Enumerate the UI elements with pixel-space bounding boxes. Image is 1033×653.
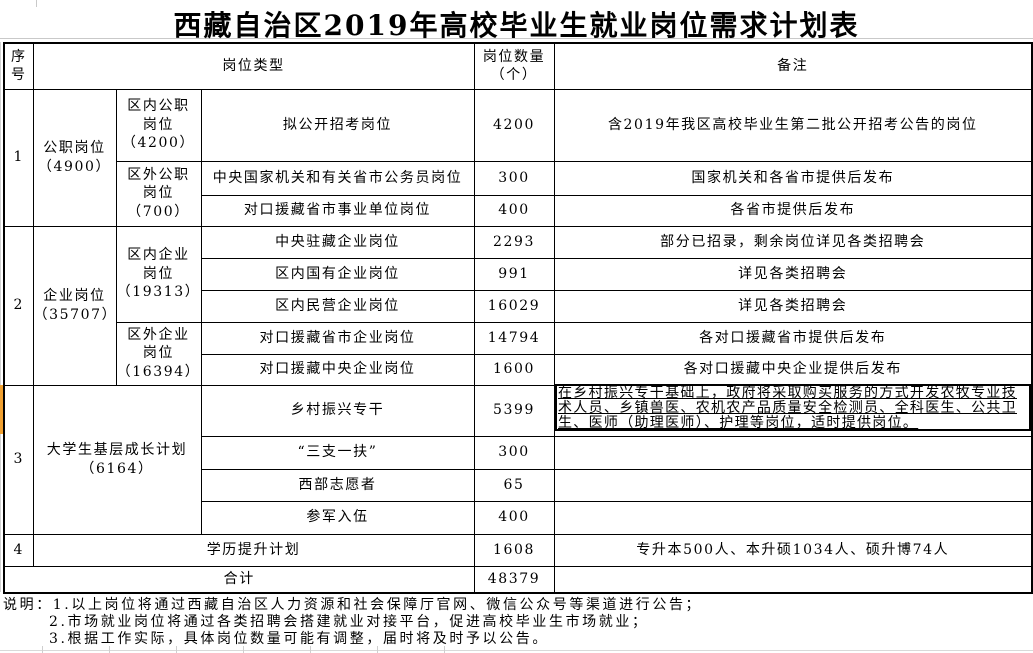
remark-cell: 含2019年我区高校毕业生第二批公开招考公告的岗位: [553, 88, 1033, 162]
remark-cell: 各对口援藏省市提供后发布: [553, 321, 1033, 355]
count-cell: 16029: [473, 289, 555, 323]
job-cell: 对口援藏中央企业岗位: [200, 353, 475, 386]
count-cell: 14794: [473, 321, 555, 355]
highlight-strip: [0, 385, 3, 434]
total-label: 合计: [3, 565, 475, 594]
job-cell: 中央国家机关和有关省市公务员岗位: [200, 160, 475, 196]
notes: 说明：1.以上岗位将通过西藏自治区人力资源和社会保障厅官网、微信公众号等渠道进行…: [3, 597, 1023, 648]
count-cell: 5399: [473, 384, 555, 437]
remark-cell: 各对口援藏中央企业提供后发布: [553, 353, 1033, 386]
job-cell: 乡村振兴专干: [200, 384, 475, 437]
gridline-bottom: [0, 650, 1033, 651]
count-cell: 991: [473, 257, 555, 291]
column-header-no: 序号: [3, 42, 34, 90]
count-cell: 1608: [473, 533, 555, 567]
remark-cell: 详见各类招聘会: [553, 257, 1033, 291]
category-cell: 公职岗位 （4900）: [32, 88, 117, 227]
total-count: 48379: [473, 565, 555, 594]
category-cell: 学历提升计划: [32, 533, 475, 567]
category-cell: 企业岗位 （35707）: [32, 225, 117, 386]
remark-cell: 详见各类招聘会: [553, 289, 1033, 323]
job-cell: 参军入伍: [200, 500, 475, 535]
remark-cell: [553, 435, 1033, 470]
count-cell: 300: [473, 160, 555, 196]
remark-cell: [553, 500, 1033, 535]
job-cell: 区内国有企业岗位: [200, 257, 475, 291]
count-cell: 2293: [473, 225, 555, 259]
subcategory-cell: 区外企业 岗位 （16394）: [115, 321, 202, 386]
remark-textbox: 在乡村振兴专干基础上，政府将采取购买服务的方式开发农牧专业技术人员、乡镇兽医、农…: [555, 384, 1031, 431]
column-header-remark: 备注: [553, 42, 1033, 90]
subcategory-cell: 区内企业 岗位 （19313）: [115, 225, 202, 323]
page-title: 西藏自治区2019年高校毕业生就业岗位需求计划表: [173, 9, 860, 42]
remark-cell: 国家机关和各省市提供后发布: [553, 160, 1033, 196]
job-cell: 中央驻藏企业岗位: [200, 225, 475, 259]
job-cell: 区内民营企业岗位: [200, 289, 475, 323]
remark-cell: [553, 468, 1033, 502]
row-index-cell: 4: [3, 533, 34, 567]
row-index-cell: 1: [3, 88, 34, 227]
left-edge-gridline: [0, 42, 1, 592]
column-header-count: 岗位数量 （个）: [473, 42, 555, 90]
category-cell: 大学生基层成长计划 （6164）: [32, 384, 202, 535]
note-line: 3.根据工作实际，具体岗位数量可能有调整，届时将及时予以公告。: [49, 631, 549, 647]
job-cell: 西部志愿者: [200, 468, 475, 502]
subcategory-cell: 区内公职 岗位 （4200）: [115, 88, 202, 162]
count-cell: 300: [473, 435, 555, 470]
row-index-cell: 2: [3, 225, 34, 386]
note-line: 2.市场就业岗位将通过各类招聘会搭建就业对接平台，促进高校毕业生市场就业；: [49, 614, 649, 630]
remark-cell: 部分已招录，剩余岗位详见各类招聘会: [553, 225, 1033, 259]
gridline-bottom-ticks: [0, 646, 460, 653]
job-cell: 对口援藏省市企业岗位: [200, 321, 475, 355]
remark-cell: 各省市提供后发布: [553, 194, 1033, 227]
note-line: 说明：1.以上岗位将通过西藏自治区人力资源和社会保障厅官网、微信公众号等渠道进行…: [3, 597, 703, 613]
job-cell: 拟公开招考岗位: [200, 88, 475, 162]
row-index-cell: 3: [3, 384, 34, 535]
count-cell: 1600: [473, 353, 555, 386]
count-cell: 400: [473, 500, 555, 535]
remark-cell: 专升本500人、本升硕1034人、硕升博74人: [553, 533, 1033, 567]
subcategory-cell: 区外公职 岗位 （700）: [115, 160, 202, 227]
column-header-type: 岗位类型: [32, 42, 475, 90]
gridline-tick: [36, 0, 37, 7]
count-cell: 4200: [473, 88, 555, 162]
remark-cell: [553, 565, 1033, 594]
gridline-top: [0, 38, 1033, 39]
count-cell: 65: [473, 468, 555, 502]
job-cell: 对口援藏省市事业单位岗位: [200, 194, 475, 227]
job-cell: “三支一扶”: [200, 435, 475, 470]
employment-plan-table: 序号 岗位类型 岗位数量 （个） 备注 1 公职岗位 （4900） 区内公职 岗…: [3, 42, 1033, 594]
count-cell: 400: [473, 194, 555, 227]
total-row: 合计 48379: [3, 565, 1033, 594]
